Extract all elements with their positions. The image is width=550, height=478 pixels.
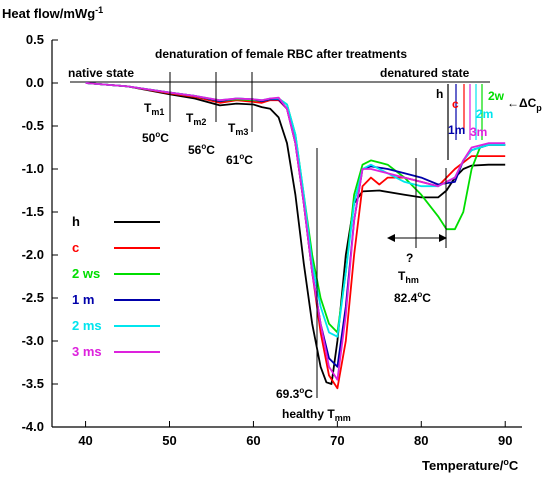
tm2-label: Tm2 xyxy=(186,111,206,127)
y-tick-label: -4.0 xyxy=(22,419,44,434)
y-axis-title: Heat flow/mWg-1 xyxy=(2,5,103,21)
y-tick-label: 0.0 xyxy=(26,75,44,90)
y-tick-label: 0.5 xyxy=(26,32,44,47)
y-tick-label: -2.0 xyxy=(22,247,44,262)
series-group xyxy=(85,82,506,390)
dcp-label-2m: 2m xyxy=(476,107,493,121)
y-tick-label: -3.5 xyxy=(22,376,44,391)
thm-label: Thm xyxy=(398,269,419,285)
dcp-label-1m: 1m xyxy=(448,123,465,137)
t693-label: 69.3oC xyxy=(276,386,313,401)
x-axis-title: Temperature/oC xyxy=(422,457,519,473)
tm1-label: Tm1 xyxy=(144,101,164,117)
t824-label: 82.4oC xyxy=(394,290,431,305)
legend-label: 1 m xyxy=(72,292,94,307)
x-tick-label: 40 xyxy=(78,433,92,448)
dcp-label-2w: 2w xyxy=(488,89,505,103)
y-tick-label: -3.0 xyxy=(22,333,44,348)
legend-label: 2 ws xyxy=(72,266,100,281)
x-tick-label: 60 xyxy=(246,433,260,448)
series-line-3-ms xyxy=(85,82,506,381)
series-line-2-ms xyxy=(85,82,506,338)
chart-title: denaturation of female RBC after treatme… xyxy=(155,47,407,61)
x-tick-label: 70 xyxy=(330,433,344,448)
legend: hc 2 ws 1 m 2 ms 3 ms xyxy=(72,214,160,359)
legend-label: h xyxy=(72,214,80,229)
x-tick-label: 90 xyxy=(498,433,512,448)
x-tick-label: 50 xyxy=(162,433,176,448)
dcp-label-h: h xyxy=(436,87,443,101)
legend-label: 2 ms xyxy=(72,318,102,333)
series-line-1-m xyxy=(85,82,506,368)
legend-label: c xyxy=(72,240,79,255)
dcp-label-c: c xyxy=(452,97,459,111)
y-tick-label: -2.5 xyxy=(22,290,44,305)
native-state-label: native state xyxy=(68,66,134,80)
t56-label: 56oC xyxy=(188,142,215,157)
t50-label: 50oC xyxy=(142,130,169,145)
dcp-label-3m: 3m xyxy=(470,125,487,139)
tick-group: 40 50 60 70 80 90 0.5 0.0 -0.5 -1.0 -1.5 -2.0 -2.5 -3… xyxy=(22,32,513,448)
delta-cp-label: ←ΔCp xyxy=(507,96,542,113)
x-tick-label: 80 xyxy=(414,433,428,448)
y-tick-label: -1.5 xyxy=(22,204,44,219)
series-line-h xyxy=(85,82,506,385)
y-tick-label: -1.0 xyxy=(22,161,44,176)
healthy-tmm-label: healthy Tmm xyxy=(282,407,351,423)
tm3-label: Tm3 xyxy=(228,121,248,137)
series-line-2-ws xyxy=(85,82,506,334)
denatured-state-label: denatured state xyxy=(380,66,470,80)
legend-label: 3 ms xyxy=(72,344,102,359)
series-line-c xyxy=(85,82,506,390)
question-mark: ? xyxy=(406,251,413,265)
t61-label: 61oC xyxy=(226,152,253,167)
y-tick-label: -0.5 xyxy=(22,118,44,133)
